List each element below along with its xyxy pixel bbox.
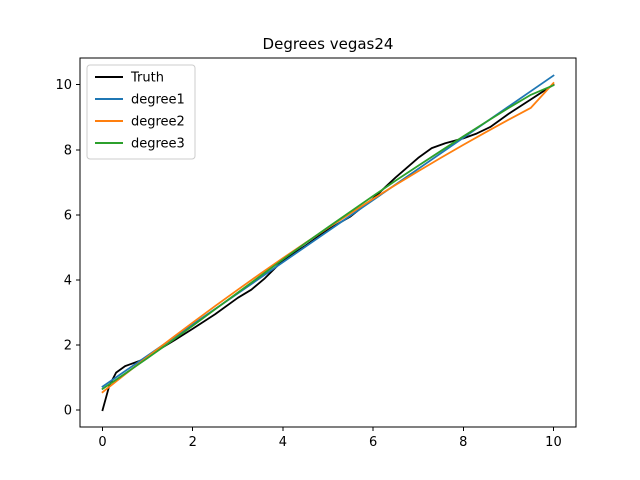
series-line-degree3	[101, 84, 555, 391]
legend: Truth degree1 degree2 degree3	[86, 64, 196, 160]
axes-layer: 0 2 4 6 8 10 0 2 4 6 8 10	[55, 57, 577, 450]
y-tick-label: 0	[64, 404, 72, 419]
x-tick-label: 2	[189, 435, 197, 450]
x-tick-label: 8	[459, 435, 467, 450]
axes-frame	[79, 57, 577, 428]
legend-label-degree2: degree2	[131, 115, 185, 130]
x-tick-label: 6	[369, 435, 377, 450]
y-tick-label: 8	[64, 143, 72, 158]
y-tick-label: 10	[55, 78, 72, 93]
x-tick-label: 4	[279, 435, 287, 450]
x-tick-label: 10	[545, 435, 562, 450]
legend-label-degree1: degree1	[131, 93, 185, 108]
y-tick-label: 4	[64, 273, 72, 288]
x-tick-label: 0	[98, 435, 106, 450]
series-layer	[101, 74, 555, 412]
y-tick-label: 6	[64, 208, 72, 223]
y-tick-label: 2	[64, 339, 72, 354]
chart-title: Degrees vegas24	[263, 35, 394, 53]
legend-box	[86, 64, 196, 160]
legend-label-degree3: degree3	[131, 137, 185, 152]
legend-label-truth: Truth	[130, 71, 164, 86]
